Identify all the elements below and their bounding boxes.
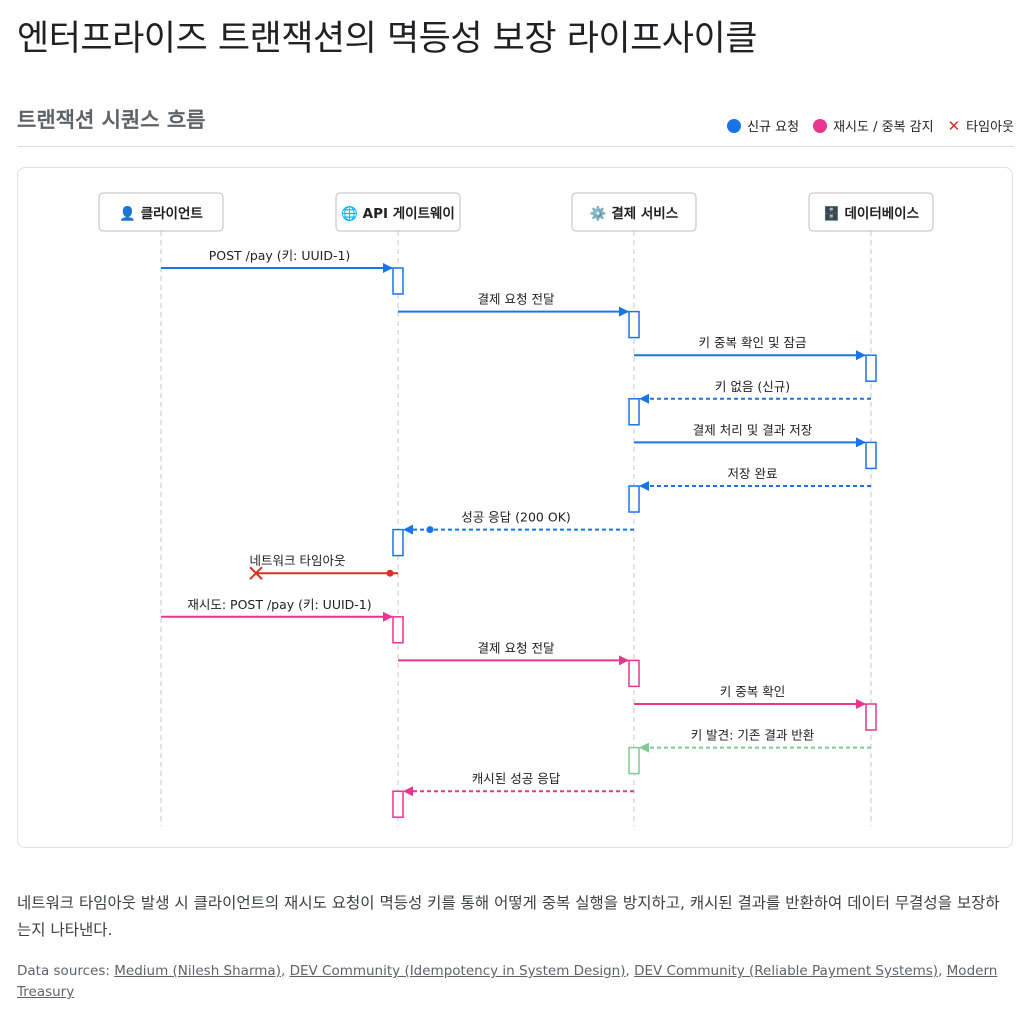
message: POST /pay (키: UUID-1): [161, 248, 393, 273]
activation-bar: [628, 659, 640, 688]
actor-box-frame: [808, 192, 934, 232]
actor-box: 👤 클라이언트: [98, 192, 224, 232]
legend-item-timeout: ✕ 타임아웃: [948, 116, 1014, 135]
activation-bar: [865, 354, 877, 382]
message-label: 키 중복 확인 및 잠금: [699, 335, 807, 350]
legend: 신규 요청 재시도 / 중복 감지 ✕ 타임아웃: [727, 116, 1014, 135]
message: 키 중복 확인 및 잠금: [634, 335, 866, 361]
message: 저장 완료: [639, 466, 871, 491]
data-sources: Data sources: Medium (Nilesh Sharma), DE…: [17, 963, 998, 1000]
message: 캐시된 성공 응답: [403, 771, 634, 797]
actor-name: 클라이언트: [141, 205, 204, 222]
message-label: 캐시된 성공 응답: [472, 771, 561, 786]
globe-icon: 🌐: [341, 205, 363, 222]
message-label: 네트워크 타임아웃: [250, 553, 346, 568]
message: 결제 처리 및 결과 저장: [634, 422, 866, 448]
header-divider: [17, 146, 1014, 147]
legend-item-retry: 재시도 / 중복 감지: [813, 116, 934, 135]
sequence-diagram-card: 👤 클라이언트 🌐 API 게이트웨이 ⚙️ 결제 서비스 🗄️ 데이터베이스 POS…: [17, 167, 1013, 848]
message-label: 성공 응답 (200 OK): [461, 510, 571, 525]
legend-label: 타임아웃: [966, 120, 1014, 135]
activation-bar: [392, 528, 404, 557]
actor-box-frame: [571, 192, 697, 232]
message-origin-dot: [386, 569, 394, 577]
message-label: 키 없음 (신규): [715, 379, 790, 394]
actor-box-frame: [98, 192, 224, 232]
user-icon: 👤: [119, 205, 141, 222]
message-label: 키 중복 확인: [720, 684, 785, 699]
message: 키 중복 확인: [634, 684, 866, 709]
source-link-modern-treasury[interactable]: Modern Treasury: [17, 963, 998, 1000]
activation-bar: [865, 441, 877, 470]
actor-name: API 게이트웨이: [363, 205, 455, 222]
message-label: 재시도: POST /pay (키: UUID-1): [187, 597, 371, 612]
message: 재시도: POST /pay (키: UUID-1): [161, 597, 393, 622]
source-link-dev-payment[interactable]: DEV Community (Reliable Payment Systems): [634, 963, 939, 979]
message-label: 결제 처리 및 결과 저장: [693, 422, 813, 437]
page-title: 엔터프라이즈 트랜잭션의 멱등성 보장 라이프사이클: [17, 19, 757, 59]
activation-bar: [392, 790, 404, 818]
legend-label: 신규 요청: [747, 120, 800, 135]
message: 성공 응답 (200 OK): [403, 510, 634, 535]
message: 결제 요청 전달: [398, 640, 629, 666]
message-label: 결제 요청 전달: [478, 292, 555, 307]
legend-item-new-request: 신규 요청: [727, 116, 799, 135]
activation-bar: [628, 398, 640, 426]
activation-bar: [628, 485, 640, 513]
actor-label: 🌐 API 게이트웨이: [341, 205, 455, 222]
database-icon: 🗄️: [823, 205, 845, 222]
activation-bar: [392, 616, 404, 644]
legend-blue-dot-icon: [727, 118, 742, 133]
actor-box: ⚙️ 결제 서비스: [571, 192, 697, 232]
actor-box: 🌐 API 게이트웨이: [335, 192, 461, 232]
message-label: 저장 완료: [728, 466, 778, 481]
actor-label: 🗄️ 데이터베이스: [823, 205, 920, 222]
message-label: POST /pay (키: UUID-1): [209, 248, 351, 263]
message-label: 키 발견: 기존 결과 반환: [691, 728, 815, 743]
sequence-diagram: 👤 클라이언트 🌐 API 게이트웨이 ⚙️ 결제 서비스 🗄️ 데이터베이스 POS…: [98, 192, 934, 826]
activation-bar: [628, 310, 640, 339]
sources-prefix: Data sources:: [17, 963, 115, 979]
legend-label: 재시도 / 중복 감지: [833, 120, 934, 135]
activation-bar: [392, 267, 404, 295]
source-link-medium[interactable]: Medium (Nilesh Sharma): [114, 963, 281, 979]
diagram-caption: 네트워크 타임아웃 발생 시 클라이언트의 재시도 요청이 멱등성 키를 통해 …: [17, 894, 1000, 939]
actor-box: 🗄️ 데이터베이스: [808, 192, 934, 232]
activation-bar: [865, 703, 877, 731]
actor-label: 👤 클라이언트: [119, 205, 203, 222]
actor-name: 결제 서비스: [611, 205, 678, 222]
actor-box-frame: [335, 192, 461, 232]
message: 결제 요청 전달: [398, 292, 629, 317]
message: 네트워크 타임아웃: [249, 553, 398, 580]
message: 키 발견: 기존 결과 반환: [639, 728, 871, 753]
gear-icon: ⚙️: [590, 205, 612, 222]
legend-cross-icon: ✕: [947, 116, 961, 135]
actor-name: 데이터베이스: [844, 205, 919, 222]
legend-pink-dot-icon: [813, 118, 828, 133]
activation-bar: [628, 746, 640, 775]
actor-label: ⚙️ 결제 서비스: [590, 205, 679, 222]
source-link-dev-idempotency[interactable]: DEV Community (Idempotency in System Des…: [289, 963, 626, 979]
lost-message-cross-icon: [249, 566, 263, 580]
diagram-subtitle: 트랜잭션 시퀀스 흐름: [17, 108, 206, 132]
message-label: 결제 요청 전달: [478, 640, 555, 655]
message: 키 없음 (신규): [639, 379, 871, 404]
message-dot: [426, 526, 434, 534]
